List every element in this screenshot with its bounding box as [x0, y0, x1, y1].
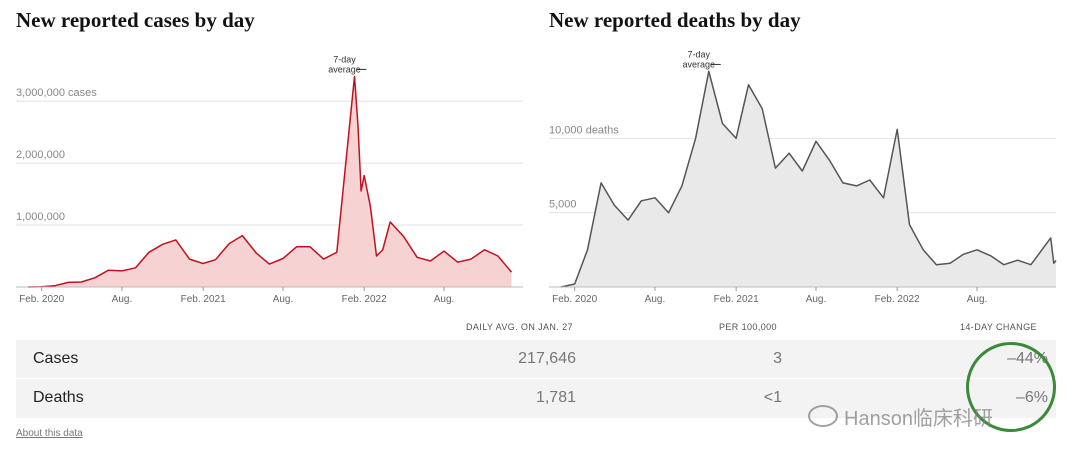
deaths-chart: 10,000 deaths 5,000 Feb. 2020 Aug. Feb. 2021…	[549, 49, 1057, 305]
cases-x-tick-label: Aug.	[434, 294, 455, 305]
cases-chart: 3,000,000 cases 2,000,000 1,000,000 Feb. 20…	[16, 54, 523, 305]
cases-x-tick-label: Feb. 2022	[342, 294, 387, 305]
cases-x-tick-label: Aug.	[273, 294, 294, 305]
cases-y-tick-label: 2,000,000	[16, 149, 65, 161]
wechat-icon	[808, 405, 838, 427]
row-divider	[16, 378, 1056, 379]
deaths-annotation-line2: average	[683, 59, 716, 69]
deaths-y-tick-label: 10,000 deaths	[549, 124, 619, 136]
highlight-circle	[966, 342, 1056, 432]
cases-y-tick-label: 1,000,000	[16, 211, 65, 223]
deaths-7-day-average-line	[560, 70, 1057, 288]
header-per-100k: PER 100,000	[719, 322, 777, 332]
about-this-data-link[interactable]: About this data	[16, 428, 83, 439]
deaths-x-tick-label: Aug.	[806, 294, 827, 305]
daily-avg-value: 217,646	[518, 350, 576, 367]
deaths-y-tick-label: 5,000	[549, 199, 577, 211]
cases-7-day-average-line	[27, 75, 513, 288]
row-label: Cases	[33, 350, 79, 367]
deaths-x-tick-label: Feb. 2021	[714, 294, 759, 305]
cases-chart-title: New reported cases by day	[16, 8, 255, 32]
deaths-x-tick-label: Aug.	[967, 294, 988, 305]
cases-annotation-line1: 7-day	[333, 54, 356, 64]
cases-y-tick-label: 3,000,000 cases	[16, 87, 97, 99]
cases-x-tick-label: Feb. 2021	[181, 294, 226, 305]
cases-x-tick-label: Feb. 2020	[19, 294, 64, 305]
table-row-cases: Cases 217,646 3 –44%	[16, 340, 1056, 378]
header-daily-avg: DAILY AVG. ON JAN. 27	[466, 322, 573, 332]
cases-area-fill	[28, 76, 512, 288]
cases-annotation-line2: average	[328, 64, 361, 74]
daily-avg-value: 1,781	[535, 389, 576, 406]
watermark-text: Hanson临床科研	[844, 408, 993, 430]
cases-x-tick-label: Aug.	[112, 294, 133, 305]
deaths-x-tick-label: Feb. 2020	[552, 294, 597, 305]
deaths-area-fill	[561, 71, 1056, 288]
deaths-x-tick-label: Aug.	[645, 294, 666, 305]
watermark: Hanson临床科研	[808, 402, 993, 431]
deaths-annotation-line1: 7-day	[688, 49, 711, 59]
summary-table: Cases 217,646 3 –44% Deaths 1,781 <1 –6%	[16, 340, 1056, 418]
deaths-x-tick-label: Feb. 2022	[875, 294, 920, 305]
row-label: Deaths	[33, 389, 84, 406]
deaths-chart-title: New reported deaths by day	[549, 8, 801, 32]
header-14-day-change: 14-DAY CHANGE	[960, 322, 1037, 332]
per-100k-value: <1	[763, 389, 782, 406]
per-100k-value: 3	[773, 350, 782, 367]
